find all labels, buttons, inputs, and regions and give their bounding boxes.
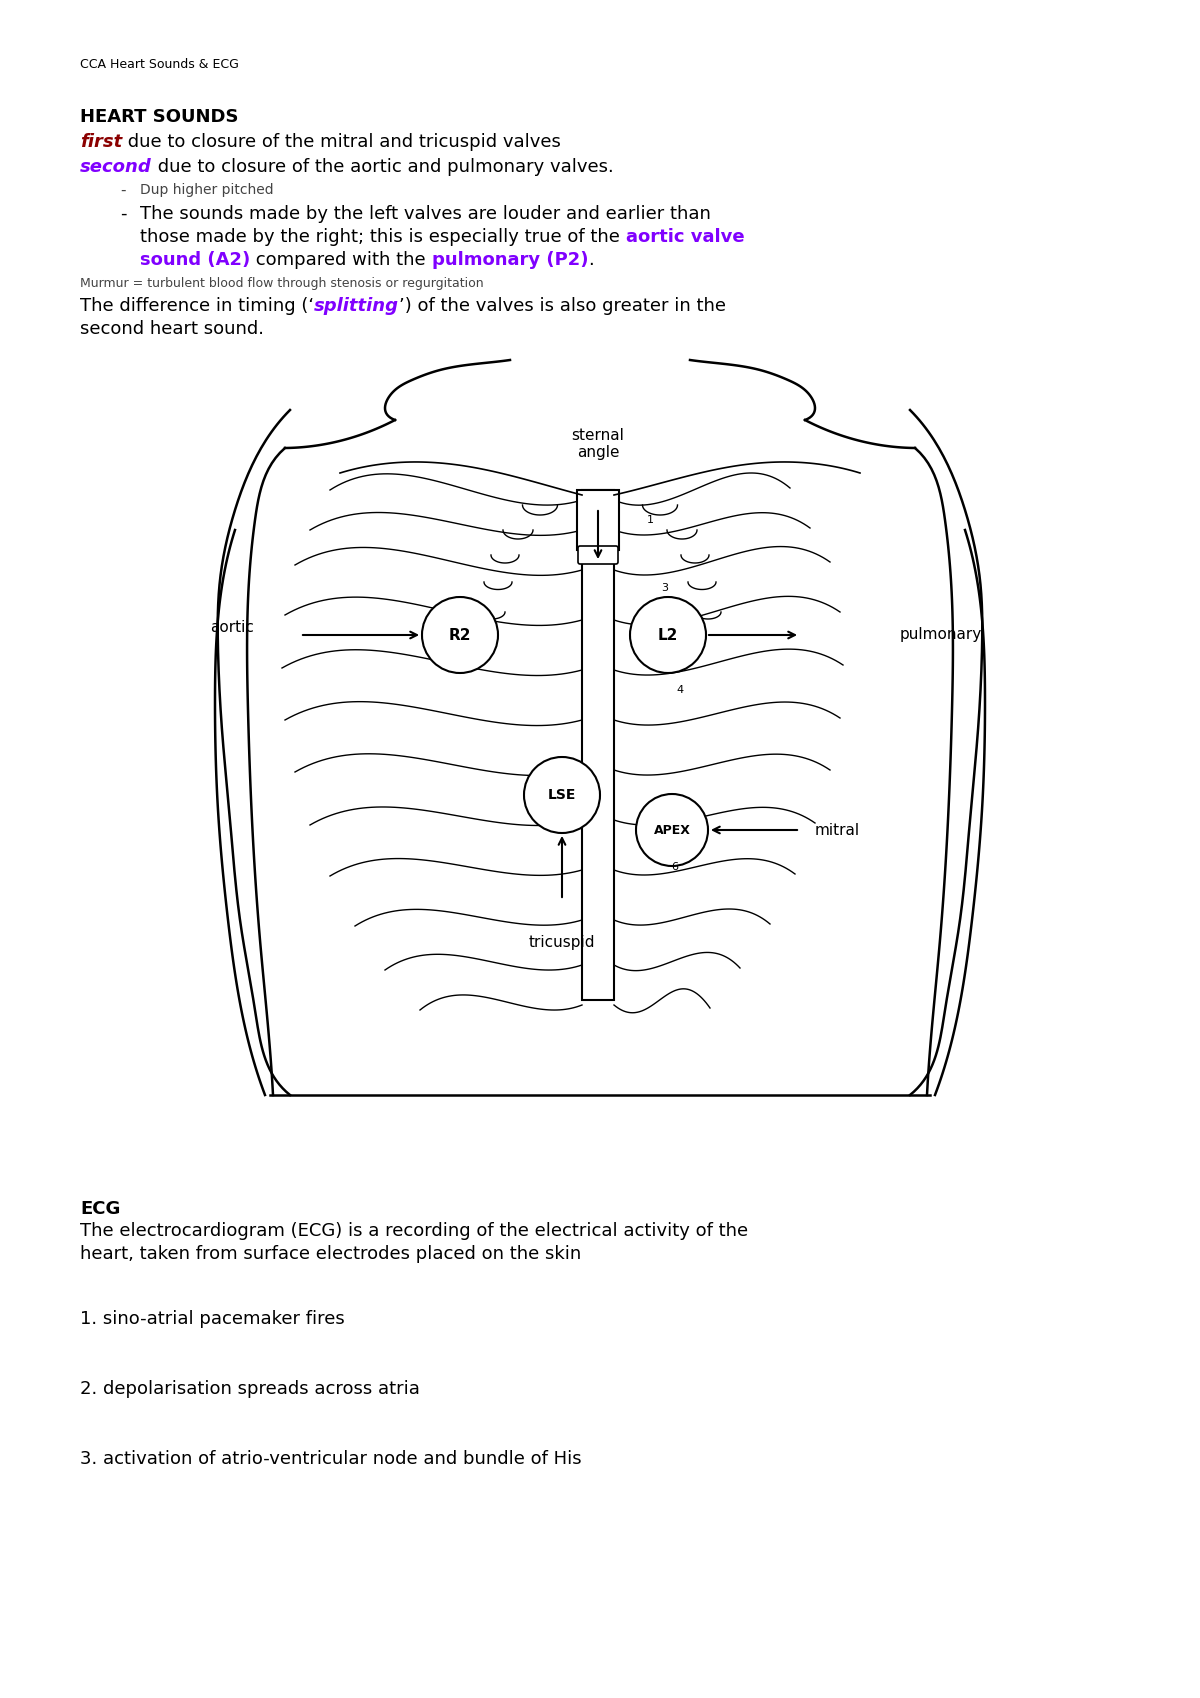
Text: The electrocardiogram (ECG) is a recording of the electrical activity of the: The electrocardiogram (ECG) is a recordi…: [80, 1223, 748, 1240]
Text: Murmur = turbulent blood flow through stenosis or regurgitation: Murmur = turbulent blood flow through st…: [80, 277, 484, 290]
Text: second heart sound.: second heart sound.: [80, 319, 264, 338]
Circle shape: [524, 757, 600, 834]
Text: LSE: LSE: [548, 788, 576, 801]
Text: second: second: [80, 158, 151, 177]
Text: 1: 1: [647, 514, 654, 525]
Text: 3. activation of atrio-ventricular node and bundle of His: 3. activation of atrio-ventricular node …: [80, 1450, 582, 1469]
Text: pulmonary: pulmonary: [900, 628, 983, 642]
Text: those made by the right; this is especially true of the: those made by the right; this is especia…: [140, 228, 625, 246]
Text: first: first: [80, 132, 122, 151]
Text: aortic: aortic: [210, 620, 254, 635]
Text: sternal
angle: sternal angle: [571, 428, 624, 460]
Text: splitting: splitting: [314, 297, 400, 316]
Text: pulmonary (P2): pulmonary (P2): [432, 251, 588, 268]
FancyBboxPatch shape: [582, 491, 614, 1000]
FancyBboxPatch shape: [578, 547, 618, 564]
Polygon shape: [385, 360, 815, 419]
Text: tricuspid: tricuspid: [529, 936, 595, 949]
Text: due to closure of the mitral and tricuspid valves: due to closure of the mitral and tricusp…: [122, 132, 562, 151]
Text: The sounds made by the left valves are louder and earlier than: The sounds made by the left valves are l…: [140, 205, 710, 222]
Circle shape: [636, 795, 708, 866]
Text: aortic valve: aortic valve: [625, 228, 744, 246]
Text: 3: 3: [661, 582, 668, 593]
Text: -: -: [120, 205, 126, 222]
Text: -: -: [120, 183, 126, 199]
Text: 4: 4: [677, 684, 684, 694]
Text: mitral: mitral: [815, 822, 860, 837]
FancyBboxPatch shape: [577, 491, 619, 550]
Text: sound (A2): sound (A2): [140, 251, 251, 268]
Text: .: .: [588, 251, 594, 268]
Text: compared with the: compared with the: [251, 251, 432, 268]
Text: CCA Heart Sounds & ECG: CCA Heart Sounds & ECG: [80, 58, 239, 71]
Text: ’) of the valves is also greater in the: ’) of the valves is also greater in the: [400, 297, 726, 316]
Text: 6: 6: [672, 863, 678, 873]
Text: The difference in timing (‘: The difference in timing (‘: [80, 297, 314, 316]
Text: due to closure of the aortic and pulmonary valves.: due to closure of the aortic and pulmona…: [151, 158, 613, 177]
Text: ECG: ECG: [80, 1200, 120, 1217]
Circle shape: [630, 598, 706, 672]
Text: HEART SOUNDS: HEART SOUNDS: [80, 109, 239, 126]
Circle shape: [422, 598, 498, 672]
Text: heart, taken from surface electrodes placed on the skin: heart, taken from surface electrodes pla…: [80, 1245, 581, 1263]
Text: APEX: APEX: [654, 824, 690, 837]
Text: 2. depolarisation spreads across atria: 2. depolarisation spreads across atria: [80, 1380, 420, 1397]
Text: L2: L2: [658, 628, 678, 642]
Text: Dup higher pitched: Dup higher pitched: [140, 183, 274, 197]
Text: R2: R2: [449, 628, 472, 642]
Text: 1. sino-atrial pacemaker fires: 1. sino-atrial pacemaker fires: [80, 1309, 344, 1328]
